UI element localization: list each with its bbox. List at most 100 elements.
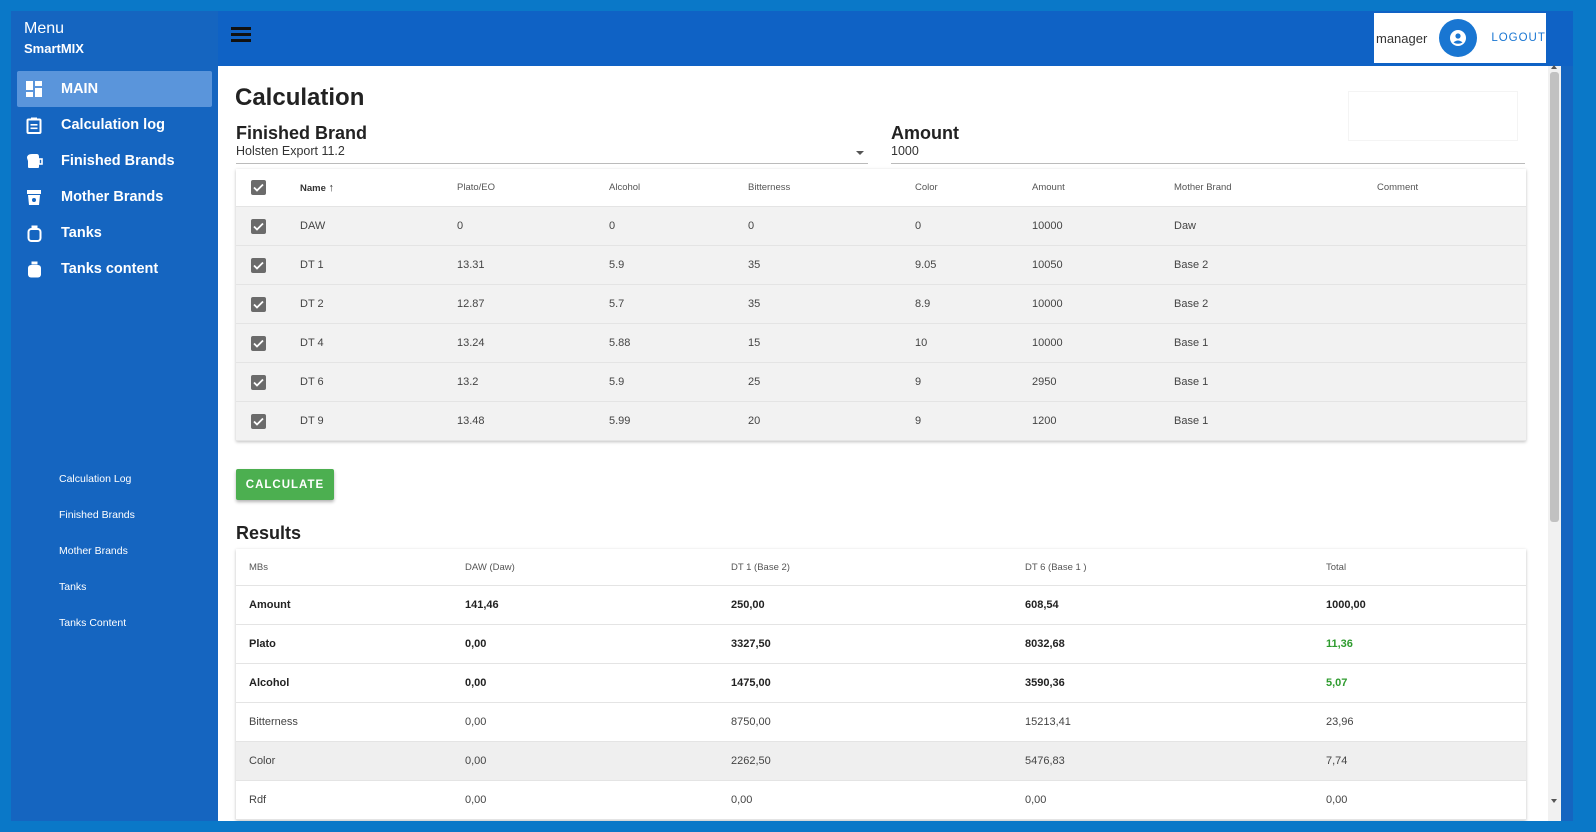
table-cell: 8.9 (915, 298, 931, 310)
results-title: Results (236, 523, 302, 543)
row-checkbox[interactable] (251, 296, 266, 312)
table-cell: 5,07 (1326, 677, 1348, 689)
table-cell: 250,00 (731, 599, 765, 611)
table-cell: Base 2 (1174, 259, 1209, 271)
table-cell: Base 1 (1174, 376, 1209, 388)
table-cell: Daw (1174, 220, 1197, 232)
column-header-amount: Amount (1032, 182, 1065, 193)
column-header-name[interactable]: Name ↑ (300, 181, 335, 194)
table-cell: Color (249, 755, 276, 767)
table-cell: 2950 (1032, 376, 1057, 388)
row-checkbox[interactable] (251, 374, 266, 390)
column-header-dt1: DT 1 (Base 2) (731, 561, 790, 573)
table-cell: Plato (249, 638, 276, 650)
table-cell: DAW (300, 220, 326, 232)
sidebar-item-label: MAIN (61, 81, 99, 97)
finished-brand-select[interactable]: Holsten Export 11.2 (236, 144, 868, 164)
table-cell: 0,00 (1326, 794, 1348, 806)
table-cell: 9 (915, 376, 922, 388)
column-header-comment: Comment (1377, 182, 1419, 193)
table-cell: 608,54 (1025, 599, 1059, 611)
sidebar-item-tanks-content[interactable]: Tanks content (17, 251, 212, 287)
table-cell: 12.87 (457, 298, 485, 310)
vertical-scrollbar[interactable] (1548, 65, 1561, 821)
amount-input[interactable]: 1000 (891, 144, 1525, 164)
sub-item-tanks[interactable]: Tanks (59, 581, 87, 593)
table-row[interactable]: DT 2 12.87 5.7 35 8.9 10000 Base 2 (236, 285, 1526, 324)
table-cell: 5.99 (609, 415, 631, 427)
table-cell: 20 (748, 415, 761, 427)
sidebar-item-calculation-log[interactable]: Calculation log (17, 107, 212, 143)
calculate-button[interactable]: CALCULATE (236, 469, 334, 500)
finished-brand-label: Finished Brand (236, 123, 368, 143)
empty-card (1348, 91, 1518, 141)
scroll-up-arrow-icon[interactable] (1551, 65, 1557, 69)
app-name: SmartMIX (24, 41, 84, 56)
menu-title: Menu (24, 20, 65, 37)
beer-tap-icon (25, 152, 43, 170)
sub-item-tanks-content[interactable]: Tanks Content (59, 617, 127, 629)
scroll-down-arrow-icon[interactable] (1551, 799, 1557, 803)
sidebar-item-label: Tanks (61, 225, 102, 241)
logout-button[interactable]: LOGOUT (1491, 32, 1546, 44)
sidebar-item-finished-brands[interactable]: Finished Brands (17, 143, 212, 179)
table-cell: 3590,36 (1025, 677, 1065, 689)
top-app-bar: manager LOGOUT (218, 11, 1573, 66)
scrollbar-thumb[interactable] (1550, 72, 1559, 522)
table-cell: 8032,68 (1025, 638, 1065, 650)
sidebar-item-label: Mother Brands (61, 189, 164, 205)
column-header-daw: DAW (Daw) (465, 561, 515, 573)
row-checkbox[interactable] (251, 257, 266, 273)
account-icon[interactable] (1439, 19, 1478, 57)
table-header-row: MBs DAW (Daw) DT 1 (Base 2) DT 6 (Base 1… (236, 549, 1526, 586)
table-cell: DT 9 (300, 415, 324, 427)
select-all-checkbox[interactable] (251, 180, 266, 195)
hamburger-menu-icon[interactable] (231, 27, 251, 43)
table-cell: 1200 (1032, 415, 1057, 427)
table-row[interactable]: DAW 0 0 0 0 10000 Daw (236, 207, 1526, 246)
row-checkbox[interactable] (251, 335, 266, 351)
sub-item-mother-brands[interactable]: Mother Brands (59, 545, 128, 557)
table-row[interactable]: DT 9 13.48 5.99 20 9 1200 Base 1 (236, 402, 1526, 441)
table-cell: 10000 (1032, 298, 1063, 310)
column-header-mbs: MBs (249, 561, 268, 573)
sidebar-sub-nav: Calculation Log Finished Brands Mother B… (59, 469, 135, 649)
tank-filled-icon (25, 260, 43, 278)
table-cell: Base 1 (1174, 337, 1209, 349)
user-box: manager LOGOUT (1374, 13, 1546, 63)
app-window: Menu SmartMIX MAIN Calculation log Finis… (11, 11, 1573, 821)
table-cell: 10000 (1032, 337, 1063, 349)
table-cell: 0,00 (731, 794, 753, 806)
row-checkbox[interactable] (251, 218, 266, 234)
table-cell: 0,00 (465, 716, 487, 728)
table-cell: 5.88 (609, 337, 631, 349)
sidebar-item-tanks[interactable]: Tanks (17, 215, 212, 251)
table-row: Color 0,00 2262,50 5476,83 7,74 (236, 742, 1526, 781)
sidebar-item-main[interactable]: MAIN (17, 71, 212, 107)
column-header-color: Color (915, 182, 938, 193)
table-cell: 9.05 (915, 259, 937, 271)
sub-item-calculation-log[interactable]: Calculation Log (59, 473, 132, 485)
table-cell: Rdf (249, 794, 267, 806)
table-cell: 5476,83 (1025, 755, 1065, 767)
table-cell: 0 (915, 220, 922, 232)
table-row[interactable]: DT 6 13.2 5.9 25 9 2950 Base 1 (236, 363, 1526, 402)
cup-icon (25, 188, 43, 206)
sub-item-finished-brands[interactable]: Finished Brands (59, 509, 135, 521)
row-checkbox[interactable] (251, 413, 266, 429)
table-cell: 3327,50 (731, 638, 771, 650)
sidebar-item-mother-brands[interactable]: Mother Brands (17, 179, 212, 215)
table-row[interactable]: DT 4 13.24 5.88 15 10 10000 Base 1 (236, 324, 1526, 363)
table-cell: DT 2 (300, 298, 324, 310)
table-row[interactable]: DT 1 13.31 5.9 35 9.05 10050 Base 2 (236, 246, 1526, 285)
table-cell: 15 (748, 337, 761, 349)
table-cell: 10000 (1032, 220, 1063, 232)
sidebar-item-label: Tanks content (61, 261, 159, 277)
column-header-bitterness: Bitterness (748, 182, 791, 193)
table-cell: DT 4 (300, 337, 324, 349)
table-cell: 1475,00 (731, 677, 771, 689)
table-cell: 0 (748, 220, 755, 232)
table-cell: Bitterness (249, 716, 298, 728)
table-cell: 5.7 (609, 298, 625, 310)
table-cell: 5.9 (609, 376, 625, 388)
